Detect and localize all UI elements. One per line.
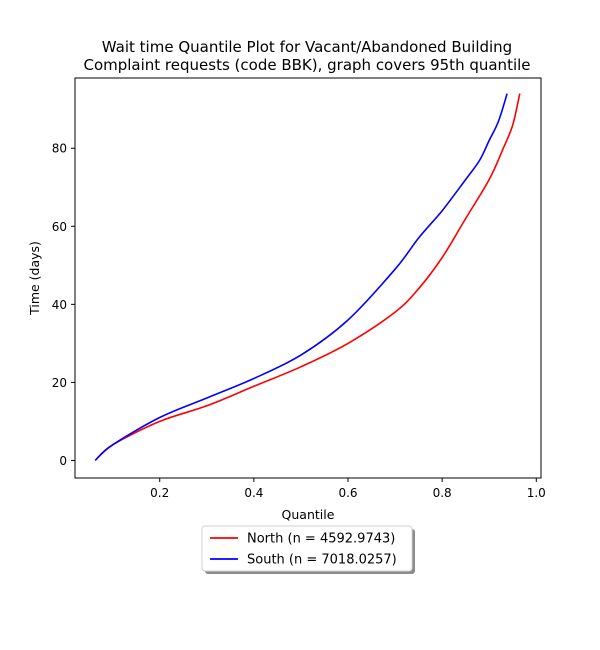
legend-entry-label: North (n = 4592.9743): [247, 532, 395, 547]
legend: North (n = 4592.9743) South (n = 7018.025…: [201, 525, 415, 574]
x-tick-label: 0.6: [338, 486, 357, 500]
y-tick-label: 0: [59, 454, 67, 468]
series-line-north: [94, 93, 521, 461]
y-tick-label: 20: [52, 376, 67, 390]
y-tick-label: 60: [52, 220, 67, 234]
axes-frame: [74, 77, 542, 479]
y-tick-label: 80: [52, 142, 67, 156]
legend-entry-label: South (n = 7018.0257): [247, 553, 397, 568]
x-tick-label: 0.2: [150, 486, 169, 500]
series-line-south: [94, 93, 508, 461]
y-tick-label: 40: [52, 298, 67, 312]
legend-box: [201, 525, 413, 572]
x-tick-label: 0.4: [244, 486, 263, 500]
chart-title-line-2: Complaint requests (code BBK), graph cov…: [83, 56, 530, 74]
x-tick-label: 1.0: [527, 486, 546, 500]
plot-area: 0.2 0.4 0.6 0.8 1.0 0 20 40 60 80: [52, 77, 546, 500]
x-axis-label: Quantile: [282, 507, 335, 522]
y-axis-label: Time (days): [27, 241, 42, 316]
x-tick-label: 0.8: [433, 486, 452, 500]
chart-title-line-1: Wait time Quantile Plot for Vacant/Aband…: [102, 38, 512, 56]
